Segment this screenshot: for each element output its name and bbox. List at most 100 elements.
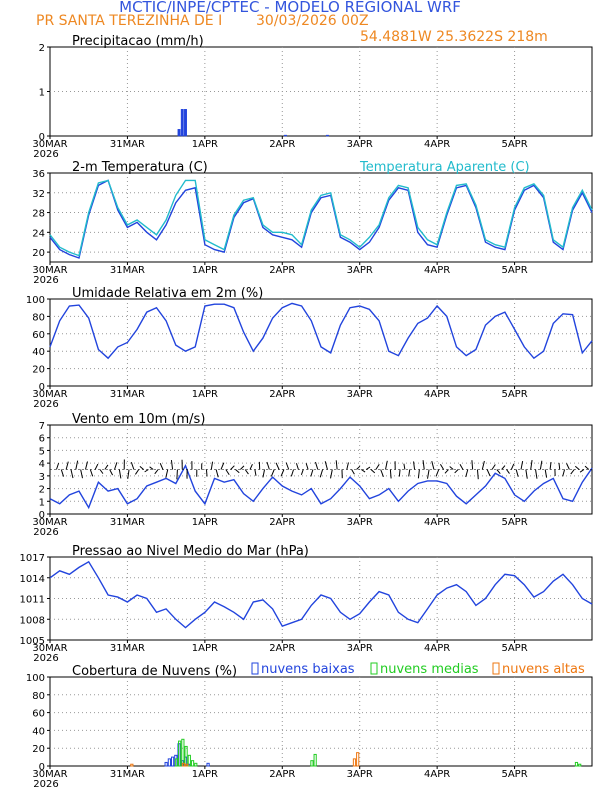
y-tick-label: 80 — [32, 691, 45, 702]
header-coords: 54.4881W 25.3622S 218m — [360, 29, 548, 45]
x-year-label: 2026 — [33, 149, 58, 160]
bar — [356, 752, 360, 767]
y-tick-label: 40 — [32, 726, 45, 737]
bar — [190, 760, 195, 767]
x-tick-label: 1APR — [192, 389, 218, 400]
x-tick-label: 30MAR — [32, 517, 67, 528]
wind-barb — [85, 461, 89, 470]
y-tick-label: 1014 — [20, 574, 45, 585]
y-tick-label: 24 — [32, 228, 45, 239]
y-tick-label: 1005 — [20, 636, 45, 647]
x-tick-label: 2APR — [269, 389, 295, 400]
wind-barb — [305, 463, 309, 470]
panel-title: 2-m Temperatura (C) — [72, 160, 208, 175]
wind-barb — [501, 465, 506, 470]
x-tick-label: 1APR — [192, 769, 218, 780]
wind-barb — [275, 462, 280, 470]
bar — [574, 761, 579, 767]
panel-6: 30MAR 31MAR 1APR 2APR 3APR 4APR 5APR 2026 0 20 40 6… — [26, 662, 593, 790]
wind-barb — [266, 461, 270, 470]
wind-barb — [159, 462, 164, 470]
wind-barb — [476, 469, 479, 480]
wind-barb — [375, 464, 380, 470]
wind-barb — [249, 463, 253, 470]
wind-barb — [491, 464, 496, 470]
header-location: PR SANTA TEREZINHA DE I — [36, 13, 222, 29]
x-tick-label: 31MAR — [110, 139, 145, 150]
wind-barb — [544, 469, 548, 478]
x-tick-label: 4APR — [424, 389, 450, 400]
x-tick-label: 31MAR — [110, 643, 145, 654]
x-year-label: 2026 — [33, 527, 58, 538]
x-tick-label: 5APR — [501, 389, 527, 400]
wind-barb — [486, 469, 491, 477]
wind-barb — [435, 469, 440, 477]
wind-barb — [210, 461, 214, 470]
wind-barb — [75, 460, 79, 470]
y-tick-label: 60 — [32, 709, 45, 720]
wind-barb — [94, 463, 99, 470]
bar — [185, 763, 189, 767]
y-tick-label: 4 — [39, 459, 45, 470]
x-tick-label: 2APR — [269, 769, 295, 780]
x-tick-label: 1APR — [192, 517, 218, 528]
y-tick-label: 0 — [39, 132, 45, 143]
x-tick-label: 30MAR — [32, 389, 67, 400]
wind-barb — [444, 469, 449, 474]
wind-barb — [127, 469, 130, 479]
panel-frame — [49, 172, 593, 263]
wind-barb — [154, 469, 159, 475]
y-tick-label: 20 — [32, 744, 45, 755]
wind-barb — [205, 469, 208, 477]
wind-barb — [351, 469, 355, 475]
series-line — [49, 179, 593, 257]
header-title: MCTIC/INPE/CPTEC - MODELO REGIONAL WRF — [119, 0, 461, 16]
x-tick-label: 30MAR — [32, 643, 67, 654]
wind-barb — [449, 466, 454, 470]
wind-barb — [427, 469, 430, 479]
legend-swatch — [370, 662, 378, 675]
wind-barb — [413, 461, 416, 470]
panel-title: Cobertura de Nuvens (%) — [72, 664, 237, 679]
x-tick-label: 31MAR — [110, 265, 145, 276]
wind-barb — [104, 464, 109, 470]
y-tick-label: 20 — [32, 248, 45, 259]
x-tick-label: 5APR — [501, 265, 527, 276]
x-tick-label: 30MAR — [32, 769, 67, 780]
wind-barb — [365, 466, 371, 470]
wind-barb — [230, 465, 235, 470]
wind-barb — [118, 469, 122, 479]
wind-barb — [525, 469, 528, 479]
x-tick-label: 30MAR — [32, 265, 67, 276]
legend-label: nuvens altas — [502, 662, 585, 677]
wind-barb — [454, 469, 459, 474]
wind-barb — [562, 469, 566, 477]
wind-barb — [109, 469, 114, 476]
series-line — [49, 302, 593, 360]
x-tick-label: 3APR — [347, 643, 373, 654]
x-tick-label: 5APR — [501, 517, 527, 528]
y-tick-label: 0 — [39, 510, 45, 521]
panel-4: 30MAR 31MAR 1APR 2APR 3APR 4APR 5APR 2026 0 12 3 4 5… — [32, 412, 593, 538]
bar — [181, 738, 185, 767]
x-tick-label: 5APR — [501, 643, 527, 654]
wind-barb — [165, 469, 169, 478]
wind-barb — [481, 460, 485, 470]
y-tick-label: 32 — [32, 189, 45, 200]
x-tick-label: 1APR — [192, 139, 218, 150]
panel-title: Vento em 10m (m/s) — [72, 412, 205, 427]
bar — [174, 758, 179, 767]
wind-barb — [558, 462, 561, 470]
x-tick-label: 4APR — [424, 769, 450, 780]
wind-barb — [285, 462, 290, 470]
wind-barb — [134, 469, 140, 475]
x-tick-label: 3APR — [347, 265, 373, 276]
legend-swatch — [251, 662, 259, 675]
x-year-label: 2026 — [33, 653, 58, 664]
wind-barb — [520, 460, 524, 470]
bar — [310, 760, 314, 767]
wind-barb — [566, 463, 570, 470]
x-tick-label: 2APR — [269, 643, 295, 654]
y-tick-label: 1 — [39, 497, 45, 508]
wind-barb — [549, 462, 552, 470]
